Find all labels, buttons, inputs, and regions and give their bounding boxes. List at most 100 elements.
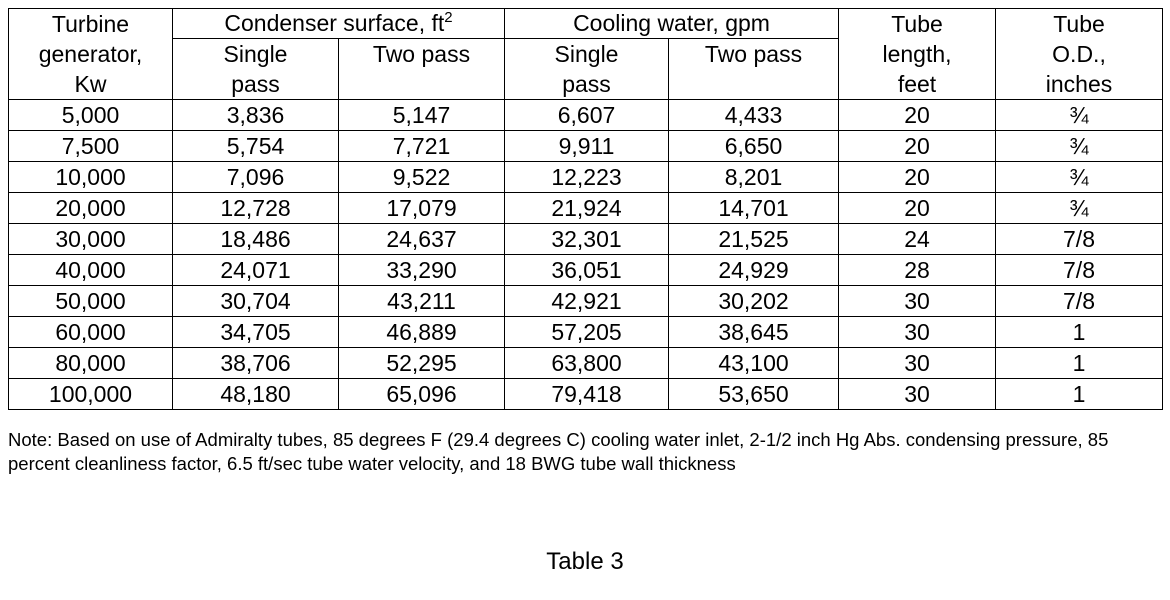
table-cell: 32,301 <box>504 223 669 255</box>
table-cell: ¾ <box>995 130 1164 162</box>
header-cell: Cooling water, gpm <box>503 8 840 39</box>
table-row: 7,500 5,754 7,721 9,911 6,650 20 ¾ <box>8 130 1164 162</box>
table-cell: 30,000 <box>8 223 173 255</box>
table-cell: 30 <box>838 285 997 317</box>
table-cell: 50,000 <box>8 285 173 317</box>
table-cell: 10,000 <box>8 161 173 193</box>
header-row: Turbine generator, Kw Condenser surface, ft… <box>8 8 1164 100</box>
table-cell: 21,924 <box>504 192 669 224</box>
table-cell: 38,645 <box>667 316 840 348</box>
table-row: 80,000 38,706 52,295 63,800 43,100 30 1 <box>8 347 1164 379</box>
header-line: Tube <box>1053 11 1105 37</box>
table-cell: 12,728 <box>172 192 339 224</box>
table-header: Turbine generator, Kw Condenser surface, ft… <box>8 8 1164 100</box>
table-row: 20,000 12,728 17,079 21,924 14,701 20 ¾ <box>8 192 1164 224</box>
table-cell: 40,000 <box>8 254 173 286</box>
header-line: generator, <box>38 41 143 67</box>
table-cell: 6,650 <box>667 130 840 162</box>
subheader-cell: Two pass <box>667 38 840 100</box>
table-cell: 34,705 <box>172 316 339 348</box>
table-cell: 24 <box>838 223 997 255</box>
table-cell: 57,205 <box>504 316 669 348</box>
table-row: 10,000 7,096 9,522 12,223 8,201 20 ¾ <box>8 161 1164 193</box>
table-cell: 20 <box>838 99 997 131</box>
table-cell: 14,701 <box>667 192 840 224</box>
table-cell: 5,754 <box>172 130 339 162</box>
header-line: pass <box>562 71 611 97</box>
table-body: 5,000 3,836 5,147 6,607 4,433 20 ¾ 7,500 5,754 7,… <box>8 99 1164 410</box>
table-cell: 12,223 <box>504 161 669 193</box>
subheader-cell: Single pass <box>172 38 339 100</box>
table-cell: 24,929 <box>667 254 840 286</box>
table-cell: 65,096 <box>338 378 505 410</box>
subheader-cell: Two pass <box>338 38 505 100</box>
table-cell: 46,889 <box>338 316 505 348</box>
table-cell: 100,000 <box>8 378 173 410</box>
table-cell: 43,211 <box>338 285 505 317</box>
table-cell: 7/8 <box>995 285 1164 317</box>
table-cell: 20 <box>838 161 997 193</box>
table-cell: 18,486 <box>172 223 339 255</box>
table-cell: 7,500 <box>8 130 173 162</box>
table-cell: 7/8 <box>995 223 1164 255</box>
table-cell: 20,000 <box>8 192 173 224</box>
table-cell: 1 <box>995 347 1164 379</box>
header-cell: Tube length, feet <box>838 8 997 100</box>
header-line: length, <box>882 41 952 67</box>
table-cell: 6,607 <box>504 99 669 131</box>
table-row: 5,000 3,836 5,147 6,607 4,433 20 ¾ <box>8 99 1164 131</box>
subheader-cell: Single pass <box>504 38 669 100</box>
table-cell: 21,525 <box>667 223 840 255</box>
header-line: O.D., <box>1052 41 1106 67</box>
table-cell: ¾ <box>995 99 1164 131</box>
table-cell: 36,051 <box>504 254 669 286</box>
table-cell: 7,096 <box>172 161 339 193</box>
header-line: feet <box>897 71 937 97</box>
table-cell: 5,147 <box>338 99 505 131</box>
table-cell: 9,522 <box>338 161 505 193</box>
table-cell: 79,418 <box>504 378 669 410</box>
header-text: Condenser surface, ft <box>224 10 445 36</box>
header-cell: Condenser surface, ft2 <box>172 8 505 39</box>
table-cell: 28 <box>838 254 997 286</box>
table-cell: 1 <box>995 316 1164 348</box>
table-row: 100,000 48,180 65,096 79,418 53,650 30 1 <box>8 378 1164 410</box>
table-cell: 30 <box>838 316 997 348</box>
table-row: 60,000 34,705 46,889 57,205 38,645 30 1 <box>8 316 1164 348</box>
table-cell: 8,201 <box>667 161 840 193</box>
data-table: Turbine generator, Kw Condenser surface, ft… <box>8 8 1164 410</box>
table-cell: 20 <box>838 130 997 162</box>
table-cell: ¾ <box>995 161 1164 193</box>
header-line: Two pass <box>372 41 471 67</box>
table-cell: 33,290 <box>338 254 505 286</box>
table-cell: 7,721 <box>338 130 505 162</box>
table-cell: 38,706 <box>172 347 339 379</box>
header-line: inches <box>1045 71 1113 97</box>
table-cell: 30 <box>838 347 997 379</box>
table-cell: 30,202 <box>667 285 840 317</box>
table-cell: 52,295 <box>338 347 505 379</box>
table-cell: 43,100 <box>667 347 840 379</box>
table-cell: 7/8 <box>995 254 1164 286</box>
table-cell: 9,911 <box>504 130 669 162</box>
table-row: 30,000 18,486 24,637 32,301 21,525 24 7/8 <box>8 223 1164 255</box>
table-cell: 30,704 <box>172 285 339 317</box>
header-line: Kw <box>74 71 107 97</box>
table-row: 50,000 30,704 43,211 42,921 30,202 30 7/8 <box>8 285 1164 317</box>
table-cell: 80,000 <box>8 347 173 379</box>
header-superscript: 2 <box>444 9 453 26</box>
table-caption: Table 3 <box>546 548 624 575</box>
header-line: Single <box>554 41 619 67</box>
header-line: Turbine <box>51 11 130 37</box>
header-line: Two pass <box>704 41 803 67</box>
table-cell: 24,071 <box>172 254 339 286</box>
table-row: 40,000 24,071 33,290 36,051 24,929 28 7/8 <box>8 254 1164 286</box>
table-cell: 30 <box>838 378 997 410</box>
table-cell: 53,650 <box>667 378 840 410</box>
table-note: Note: Based on use of Admiralty tubes, 8… <box>8 429 1109 474</box>
header-cell: Tube O.D., inches <box>995 8 1164 100</box>
table-cell: 63,800 <box>504 347 669 379</box>
table-cell: 1 <box>995 378 1164 410</box>
table-cell: 48,180 <box>172 378 339 410</box>
